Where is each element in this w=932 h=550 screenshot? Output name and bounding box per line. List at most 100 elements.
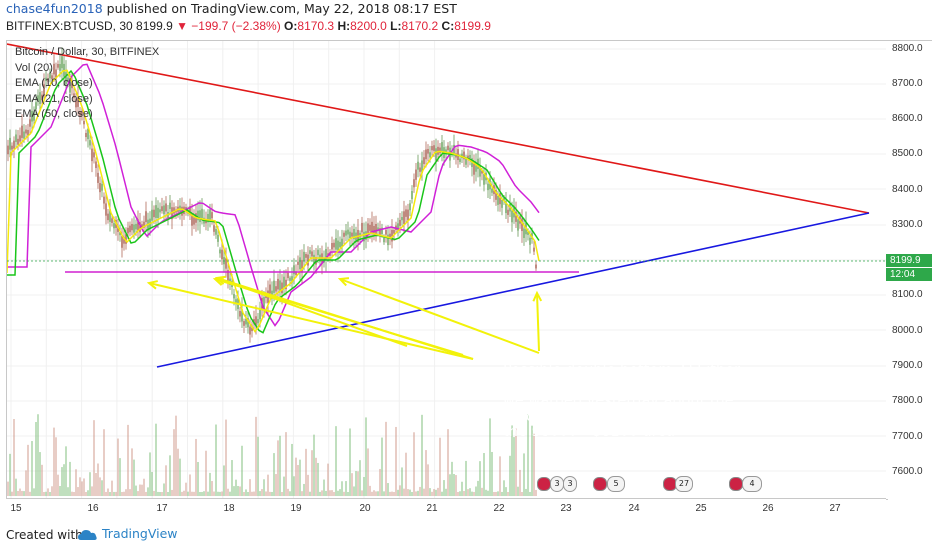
price-candle (65, 72, 67, 85)
price-candle (437, 146, 439, 155)
event-badge[interactable]: 5 (607, 476, 625, 492)
volume-bar (273, 453, 275, 496)
volume-bar (75, 469, 77, 496)
legend-ema10[interactable]: EMA (10, close) (15, 77, 93, 89)
quote-line: BITFINEX:BTCUSD, 30 8199.9 ▼ −199.7 (−2.… (6, 19, 491, 33)
volume-bar (151, 471, 153, 496)
author-link[interactable]: chase4fun2018 (6, 1, 103, 16)
price-candle (473, 162, 475, 175)
volume-bar (517, 486, 519, 496)
volume-bar (387, 483, 389, 496)
price-candle (447, 145, 449, 151)
price-candle (317, 249, 319, 256)
support-trendline[interactable] (156, 212, 870, 368)
annotation-line-3: we warned yesterday about the (503, 393, 734, 409)
price-candle (239, 310, 241, 317)
chart-canvas[interactable] (7, 41, 887, 499)
volume-bar (363, 476, 365, 496)
price-candle (387, 234, 389, 246)
price-candle (25, 129, 27, 134)
y-tick: 8100.0 (892, 289, 923, 300)
volume-bar (15, 478, 17, 496)
volume-bar (451, 461, 453, 496)
x-tick: 18 (223, 503, 235, 514)
volume-bar (117, 438, 119, 496)
volume-bar (455, 475, 457, 496)
price-candle (465, 158, 467, 165)
volume-bar (283, 476, 285, 496)
volume-bar (423, 488, 425, 496)
volume-bar (483, 453, 485, 496)
volume-bar (51, 486, 53, 496)
volume-bar (55, 437, 57, 496)
resistance-trendline[interactable] (7, 43, 870, 214)
price-candle (153, 209, 155, 218)
volume-bar (481, 487, 483, 496)
price-candle (521, 218, 523, 232)
annotation-arrows[interactable] (146, 275, 543, 360)
us-flag-icon[interactable] (593, 477, 607, 491)
price-candle (459, 158, 461, 162)
price-candle (259, 309, 261, 320)
tradingview-logo[interactable]: TradingView (78, 526, 178, 541)
volume-bar (479, 461, 481, 496)
event-badge[interactable]: 3 (550, 476, 564, 492)
event-badge[interactable]: 3 (563, 476, 577, 492)
chart-pane[interactable]: Bitcoin / Dollar, 30, BITFINEX Vol (20) … (6, 40, 888, 500)
price-candle (421, 160, 423, 174)
price-candle (17, 138, 19, 145)
time-axis[interactable]: 15 16 17 18 19 20 21 22 23 24 25 26 27 (6, 498, 886, 519)
volume-bar (429, 488, 431, 496)
volume-bar (319, 491, 321, 496)
last-price-tag: 8199.9 (886, 254, 932, 267)
volume-bar (461, 481, 463, 496)
us-flag-icon[interactable] (537, 477, 551, 491)
x-tick: 23 (560, 503, 572, 514)
price-candle (407, 209, 409, 221)
volume-bar (161, 491, 163, 496)
price-candle (247, 318, 249, 328)
price-candle (427, 148, 429, 154)
price-candle (293, 265, 295, 275)
volume-bar (269, 491, 271, 496)
volume-bar (307, 474, 309, 496)
volume-bar (255, 416, 257, 496)
volume-bar (385, 421, 387, 496)
price-candle (209, 209, 211, 221)
symbol: BITFINEX:BTCUSD, 30 (6, 19, 133, 33)
annotation-text[interactable]: Possible double bottom ?? Either way the… (503, 362, 747, 441)
volume-bar (447, 429, 449, 496)
legend-ema50[interactable]: EMA (50, close) (15, 108, 93, 120)
price-candle (281, 282, 283, 294)
volume-bar (181, 491, 183, 496)
price-candle (435, 148, 437, 161)
volume-bar (93, 420, 95, 496)
us-flag-icon[interactable] (729, 477, 743, 491)
volume-bar (11, 491, 13, 496)
price-candle (245, 318, 247, 325)
legend-ema21[interactable]: EMA (21, close) (15, 92, 93, 105)
event-badge[interactable]: 4 (742, 476, 762, 492)
price-candle (123, 236, 125, 244)
event-badge[interactable]: 27 (675, 476, 693, 492)
volume-bar (131, 448, 133, 496)
price-candle (425, 149, 427, 160)
volume-bar (199, 492, 201, 496)
volume-bar (301, 491, 303, 496)
price-candle (145, 211, 147, 223)
volume-bar (477, 480, 479, 496)
volume-bar (349, 428, 351, 496)
price-axis[interactable]: 8800.0 8700.0 8600.0 8500.0 8400.0 8300.… (886, 40, 932, 499)
y-tick: 7600.0 (892, 466, 923, 477)
volume-bar (211, 481, 213, 496)
volume-bar (83, 478, 85, 496)
volume-bar (335, 426, 337, 496)
volume-bar (533, 433, 535, 496)
legend-vol[interactable]: Vol (20) (15, 61, 53, 74)
price-candle (409, 203, 411, 211)
price-candle (431, 146, 433, 151)
price-candle (411, 191, 413, 200)
volume-bar (413, 432, 415, 496)
volume-bar (279, 435, 281, 496)
price-candle (241, 309, 243, 322)
